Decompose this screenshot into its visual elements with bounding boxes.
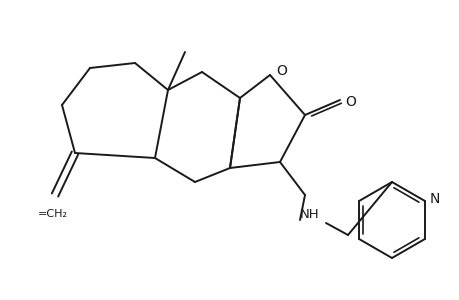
Text: =CH₂: =CH₂ — [38, 209, 68, 219]
Text: NH: NH — [300, 208, 319, 221]
Text: O: O — [275, 64, 286, 78]
Text: N: N — [429, 192, 439, 206]
Text: O: O — [344, 95, 355, 109]
